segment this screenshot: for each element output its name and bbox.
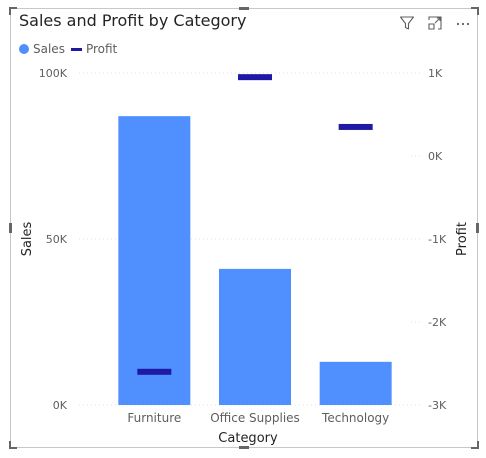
profit-markers	[137, 74, 373, 375]
resize-handle-top[interactable]	[239, 7, 249, 10]
legend-sales-swatch	[19, 44, 29, 54]
chart-visual[interactable]: Sales and Profit by Category Sales Profi…	[9, 7, 479, 449]
resize-handle-right[interactable]	[476, 223, 479, 233]
x-axis-title: Category	[218, 431, 278, 446]
filter-icon[interactable]	[399, 15, 415, 31]
profit-marker-0[interactable]	[137, 368, 172, 375]
x-tick-label-0: Furniture	[127, 411, 181, 425]
legend-profit-swatch	[70, 47, 82, 51]
visual-toolbar	[399, 15, 471, 31]
x-tick-label-1: Office Supplies	[210, 411, 300, 425]
resize-handle-left[interactable]	[9, 223, 12, 233]
y2-tick-label-0: -3K	[428, 399, 447, 412]
sales-bars	[118, 116, 392, 405]
legend-sales-label: Sales	[33, 42, 65, 56]
focus-mode-icon[interactable]	[427, 15, 443, 31]
resize-handle-top-left[interactable]	[9, 7, 17, 9]
resize-handle-bottom[interactable]	[239, 446, 249, 449]
legend-item-profit[interactable]: Profit	[70, 42, 118, 56]
sales-bar-0[interactable]	[118, 116, 191, 405]
legend-profit-label: Profit	[85, 42, 118, 56]
resize-handle-bottom-right[interactable]	[471, 447, 479, 449]
resize-handle-bottom-left-v[interactable]	[9, 441, 11, 449]
more-options-icon[interactable]	[455, 15, 471, 31]
y-axis-left-title: Sales	[20, 221, 35, 256]
legend-item-sales[interactable]: Sales	[19, 42, 65, 56]
y-tick-label-2: 100K	[39, 67, 68, 80]
y2-tick-label-2: -1K	[428, 233, 447, 246]
sales-bar-1[interactable]	[219, 268, 291, 405]
resize-handle-bottom-right-v[interactable]	[477, 441, 479, 449]
resize-handle-top-right[interactable]	[471, 7, 479, 9]
resize-handle-bottom-left[interactable]	[9, 447, 17, 449]
x-axis-ticks: Furniture Office Supplies Technology	[127, 411, 389, 425]
y2-tick-label-1: -2K	[428, 316, 447, 329]
resize-handle-top-right-v[interactable]	[477, 7, 479, 15]
profit-marker-2[interactable]	[338, 123, 373, 130]
y2-tick-label-3: 0K	[428, 150, 443, 163]
profit-marker-1[interactable]	[238, 74, 272, 81]
y-tick-label-1: 50K	[46, 233, 68, 246]
chart-title: Sales and Profit by Category	[19, 11, 247, 30]
x-tick-label-2: Technology	[321, 411, 389, 425]
y2-tick-label-4: 1K	[428, 67, 443, 80]
y-tick-label-0: 0K	[53, 399, 68, 412]
y-axis-right-title: Profit	[455, 222, 470, 256]
resize-handle-top-left-v[interactable]	[9, 7, 11, 15]
chart-plot: 0K 50K 100K -3K -2K -1K 0K 1K Furniture Office …	[20, 67, 470, 446]
y-axis-left-ticks: 0K 50K 100K	[39, 67, 68, 412]
sales-bar-2[interactable]	[319, 361, 392, 405]
y-axis-right-ticks: -3K -2K -1K 0K 1K	[428, 67, 447, 412]
chart-legend: Sales Profit	[19, 42, 123, 56]
